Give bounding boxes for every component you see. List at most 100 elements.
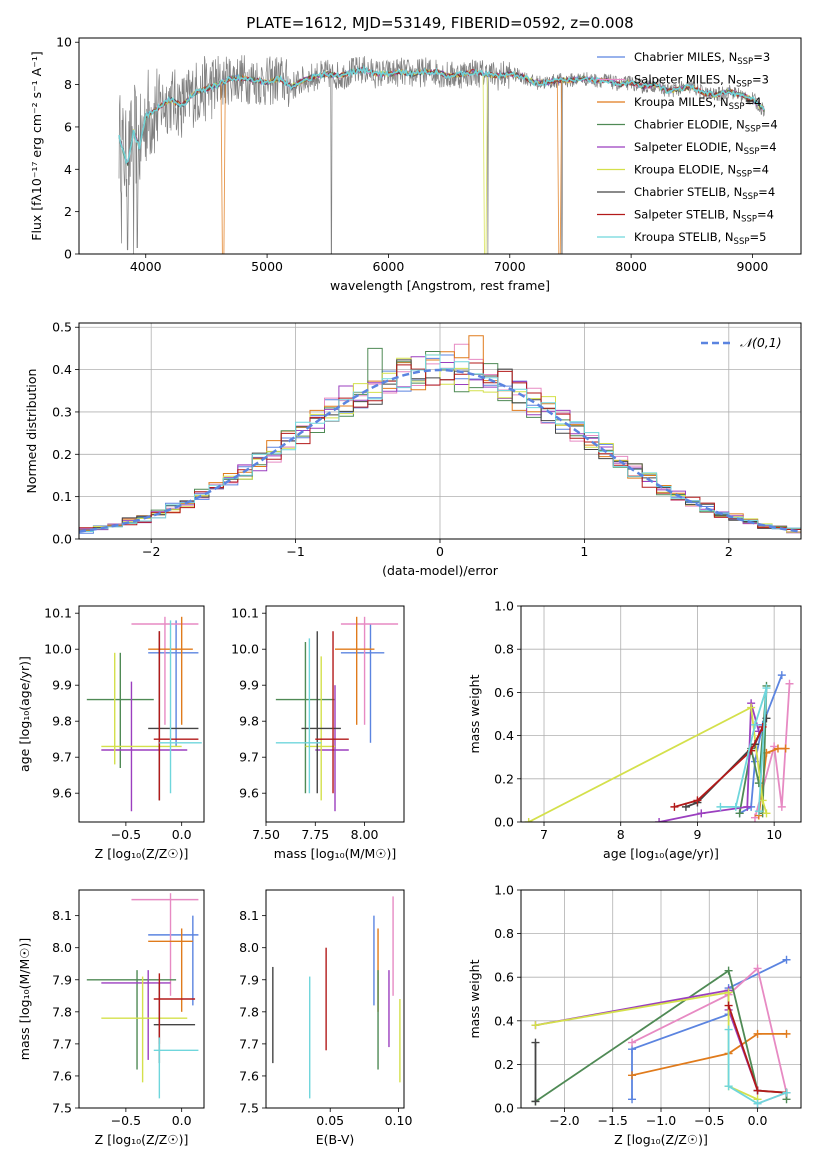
- x-tick-label: 1: [580, 544, 588, 559]
- weight-vs-age-panel: 7 8 9 10 0.0 0.2 0.4 0.6 0.8 1.0 age [log₁₀(age/yr…: [467, 599, 802, 861]
- x-tick-label: 8: [617, 827, 625, 842]
- age-vs-mass-panel: 7.50 7.75 8.00 9.6 9.7 9.8 9.9 10.0 10.1 mass [lo…: [231, 605, 405, 861]
- x-tick-label: −1.0: [646, 1113, 676, 1128]
- y-tick-label: 7.8: [239, 1004, 259, 1019]
- y-tick-label: 7.6: [239, 1068, 259, 1083]
- legend-entry: Kroupa STELIB, NSSP=5: [634, 230, 766, 247]
- y-tick-label: 7.5: [239, 1101, 259, 1116]
- x-tick-label: 0.05: [316, 1113, 344, 1128]
- x-axis-label: E(B-V): [316, 1132, 355, 1147]
- x-tick-label: −0.5: [111, 827, 141, 842]
- y-tick-label: 7.6: [52, 1068, 72, 1083]
- residual-histogram-panel: −2 −1 0 1 2 0.0 0.1 0.2 0.3 0.4 0.5 (data-model)/er…: [24, 320, 802, 578]
- x-tick-label: −0.5: [694, 1113, 724, 1128]
- axes-frame: [78, 605, 205, 823]
- y-tick-label: 9.7: [239, 750, 259, 765]
- axes-frame: [78, 37, 802, 255]
- y-tick-label: 7.8: [52, 1004, 72, 1019]
- y-tick-label: 10.1: [231, 606, 259, 621]
- plot-area: [531, 955, 791, 1108]
- weight-marker: [753, 1029, 762, 1038]
- spectrum-panel: 4000 5000 6000 7000 8000 9000 0 2 4 6 8 10 wavelengt…: [29, 35, 802, 293]
- y-tick-label: 0.6: [494, 970, 514, 985]
- weight-marker: [524, 818, 533, 822]
- x-tick-label: 0.0: [172, 827, 192, 842]
- weight-marker: [628, 1095, 637, 1104]
- y-tick-label: 0.0: [52, 532, 72, 547]
- weight-marker: [753, 964, 762, 973]
- weight-marker: [724, 1001, 733, 1010]
- x-tick-label: −1.5: [598, 1113, 628, 1128]
- x-axis-label: Z [log₁₀(Z/Z☉)]: [95, 846, 189, 861]
- x-tick-label: 7.50: [252, 827, 280, 842]
- x-tick-label: 7.75: [301, 827, 329, 842]
- weight-marker: [762, 809, 771, 818]
- y-tick-label: 0.4: [494, 728, 514, 743]
- y-tick-label: 8.0: [52, 940, 72, 955]
- y-tick-label: 0.1: [52, 489, 72, 504]
- x-tick-label: 2: [725, 544, 733, 559]
- y-tick-label: 0.4: [52, 362, 72, 377]
- weight-marker: [670, 802, 679, 811]
- plot-area: [118, 55, 765, 254]
- x-axis-label: Z [log₁₀(Z/Z☉)]: [95, 1132, 189, 1147]
- plot-area: [524, 671, 794, 822]
- age-vs-metallicity-panel: −0.5 0.0 9.6 9.7 9.8 9.9 10.0 10.1 Z [log₁₀(Z/Z☉…: [17, 605, 205, 861]
- y-tick-label: 0.8: [494, 926, 514, 941]
- x-tick-label: 8.00: [351, 827, 379, 842]
- weight-marker: [735, 809, 744, 818]
- x-axis-label: wavelength [Angstrom, rest frame]: [330, 278, 550, 293]
- y-tick-label: 0.2: [52, 447, 72, 462]
- weight-marker: [750, 720, 759, 729]
- axes-frame: [520, 605, 802, 823]
- weight-marker: [782, 955, 791, 964]
- figure-title: PLATE=1612, MJD=53149, FIBERID=0592, z=0…: [246, 14, 633, 32]
- weight-marker: [628, 1071, 637, 1080]
- weight-marker: [531, 1021, 540, 1030]
- x-tick-label: 0.0: [748, 1113, 768, 1128]
- y-tick-label: 1.0: [494, 599, 514, 614]
- legend-entry: Kroupa ELODIE, NSSP=4: [634, 163, 769, 180]
- weight-marker: [753, 1086, 762, 1095]
- x-tick-label: 10: [766, 827, 782, 842]
- y-tick-label: 9.6: [239, 786, 259, 801]
- y-tick-label: 0.5: [52, 320, 72, 335]
- y-axis-label: mass weight: [467, 674, 482, 753]
- x-axis-label: mass [log₁₀(M/M☉)]: [274, 846, 396, 861]
- x-axis-label: age [log₁₀(age/yr)]: [603, 846, 719, 861]
- axes-frame: [78, 322, 802, 540]
- weight-marker: [731, 802, 740, 811]
- weight-line: [727, 1029, 787, 1105]
- y-tick-label: 2: [64, 204, 72, 219]
- weight-line: [528, 706, 768, 822]
- y-tick-label: 0.4: [494, 1013, 514, 1028]
- legend-entry: Salpeter STELIB, NSSP=4: [634, 208, 774, 225]
- y-tick-label: 7.9: [52, 972, 72, 987]
- weight-marker: [655, 818, 664, 822]
- weight-marker: [531, 1097, 540, 1106]
- gaussian-curve: [79, 368, 801, 533]
- plot-area: [86, 616, 202, 812]
- weight-line: [631, 1033, 787, 1077]
- weight-marker: [531, 1038, 540, 1047]
- y-tick-label: 7.9: [239, 972, 259, 987]
- y-tick-label: 0.2: [494, 1057, 514, 1072]
- legend-entry: Chabrier STELIB, NSSP=4: [634, 185, 775, 202]
- weight-marker: [743, 802, 752, 811]
- weight-marker: [754, 807, 763, 816]
- y-axis-label: Normed distribution: [24, 369, 39, 494]
- y-tick-label: 0.0: [494, 1101, 514, 1116]
- weight-marker: [782, 1029, 791, 1038]
- y-tick-label: 0: [64, 247, 72, 262]
- weight-marker: [758, 722, 767, 731]
- plot-area: [79, 335, 801, 536]
- weight-marker: [753, 1099, 762, 1108]
- weight-line: [535, 991, 758, 1101]
- weight-marker: [747, 703, 756, 712]
- x-tick-label: 0.0: [172, 1113, 192, 1128]
- y-axis-label: mass weight: [467, 959, 482, 1038]
- y-tick-label: 0.0: [494, 815, 514, 830]
- x-tick-label: −0.5: [111, 1113, 141, 1128]
- y-tick-label: 9.9: [52, 678, 72, 693]
- y-tick-label: 10.1: [44, 606, 72, 621]
